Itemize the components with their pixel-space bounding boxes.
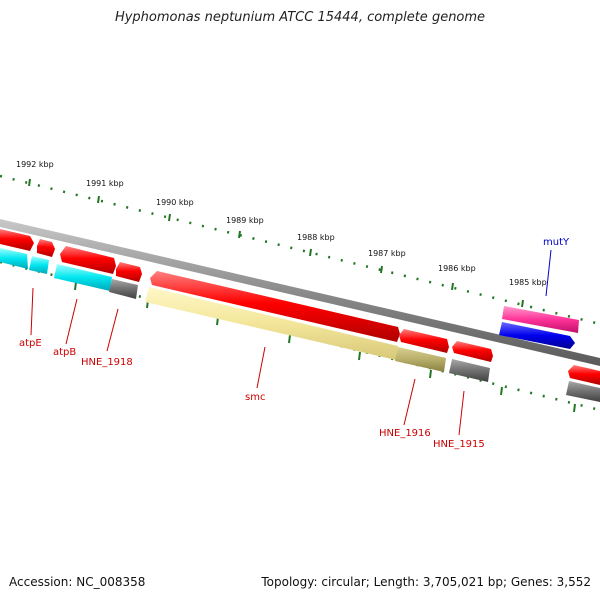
gray-feature [566,381,600,402]
ruler-label: 1986 kbp [438,264,476,273]
cyan-feature [0,248,28,269]
genome-summary-text: Topology: circular; Length: 3,705,021 bp… [261,575,591,589]
genome-backbone [0,219,600,366]
cds-feature [150,271,400,342]
cds-feature [60,246,116,274]
outer-ruler-major-ticks [28,178,524,308]
gray-feature [449,359,490,382]
gene-label-atpB: atpB [53,347,76,358]
gene-label-smc: smc [245,392,265,403]
cds-feature [452,341,493,362]
ruler-label: 1985 kbp [509,278,547,287]
blue-feature [499,322,575,349]
ruler-label: 1992 kbp [16,160,54,169]
cds-feature [399,329,449,353]
cyan-feature [54,264,112,291]
accession-text: Accession: NC_008358 [9,575,146,589]
gene-label-HNE_1918: HNE_1918 [81,357,133,368]
ruler-label: 1990 kbp [156,198,194,207]
ruler-label: 1991 kbp [86,179,124,188]
ruler-label: 1989 kbp [226,216,264,225]
outer-ruler-track [0,174,600,326]
map-title: Hyphomonas neptunium ATCC 15444, complet… [114,10,486,25]
gene-label-HNE_1915: HNE_1915 [433,439,485,450]
gene-label-HNE_1916: HNE_1916 [379,428,431,439]
gene-labels: atpE atpB HNE_1918 smc HNE_1916 HNE_1915… [19,237,570,450]
gene-leader-lines [30,287,465,436]
olive-feature [395,347,446,372]
gene-label-mutY: mutY [543,237,570,248]
cds-feature [116,262,142,282]
cds-feature [37,239,55,257]
magenta-feature [502,306,579,333]
ruler-labels: 1992 kbp 1991 kbp 1990 kbp 1989 kbp 1988… [16,160,547,287]
mutY-leader-line [545,249,552,297]
gray-feature [109,279,138,299]
cds-feature [568,365,600,385]
yellow-feature [145,287,398,360]
ruler-label: 1988 kbp [297,233,335,242]
cyan-feature [29,256,49,274]
ruler-label: 1987 kbp [368,249,406,258]
gene-label-atpE: atpE [19,338,42,349]
cds-feature [0,229,34,251]
